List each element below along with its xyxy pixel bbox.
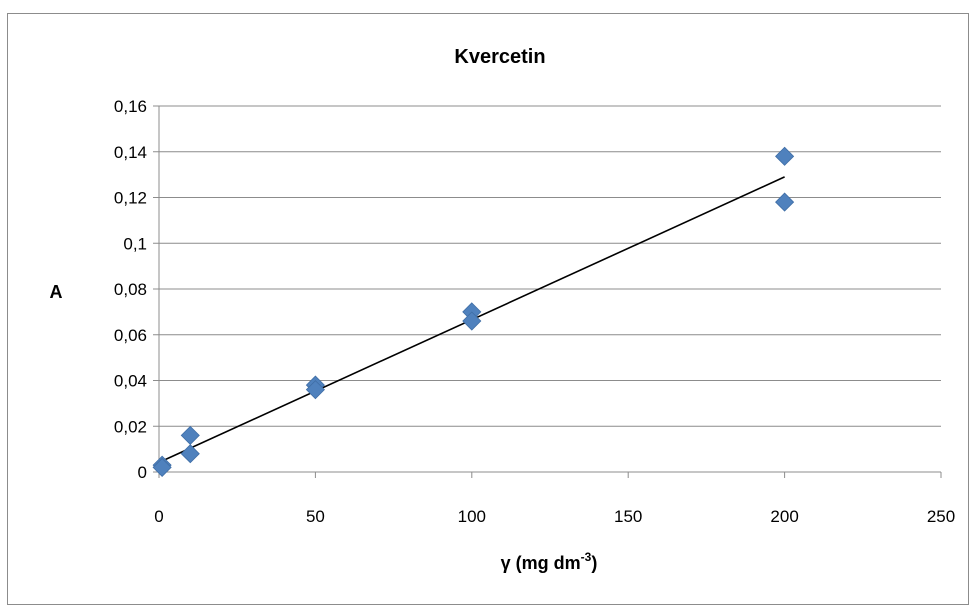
x-tick-label: 100 <box>458 507 486 526</box>
y-tick-labels: 0 0,02 0,04 0,06 0,08 0,1 0,12 0,14 0,16 <box>114 97 147 482</box>
data-point <box>180 425 200 445</box>
x-tick-label: 250 <box>927 507 955 526</box>
x-axis-title-main: γ (mg dm <box>501 553 581 573</box>
data-point <box>775 146 795 166</box>
y-tick-label: 0,16 <box>114 97 147 116</box>
x-tick-label: 50 <box>306 507 325 526</box>
chart-frame <box>7 13 969 605</box>
y-tick-label: 0 <box>138 463 147 482</box>
data-points <box>152 146 795 477</box>
gridlines <box>159 105 941 427</box>
data-point <box>462 311 482 331</box>
y-axis-title: A <box>50 282 63 302</box>
data-point <box>305 380 325 400</box>
data-point <box>775 192 795 212</box>
y-tick-label: 0,04 <box>114 372 147 391</box>
x-axis-title: γ (mg dm-3) <box>501 550 598 573</box>
y-tick-label: 0,1 <box>123 234 147 253</box>
x-axis-title-superscript: -3 <box>581 550 592 564</box>
x-tick-label: 150 <box>614 507 642 526</box>
y-tick-label: 0,02 <box>114 417 147 436</box>
y-tick-label: 0,12 <box>114 189 147 208</box>
data-point <box>152 457 172 477</box>
x-tick-label: 200 <box>770 507 798 526</box>
x-axis-title-end: ) <box>591 553 597 573</box>
y-tick-label: 0,14 <box>114 143 147 162</box>
y-tick-label: 0,08 <box>114 280 147 299</box>
y-tick-label: 0,06 <box>114 326 147 345</box>
x-tick-label: 0 <box>154 507 163 526</box>
data-point <box>180 444 200 464</box>
x-tick-labels: 0 50 100 150 200 250 <box>154 507 955 526</box>
chart-title: Kvercetin <box>454 46 545 68</box>
axes <box>153 105 942 478</box>
